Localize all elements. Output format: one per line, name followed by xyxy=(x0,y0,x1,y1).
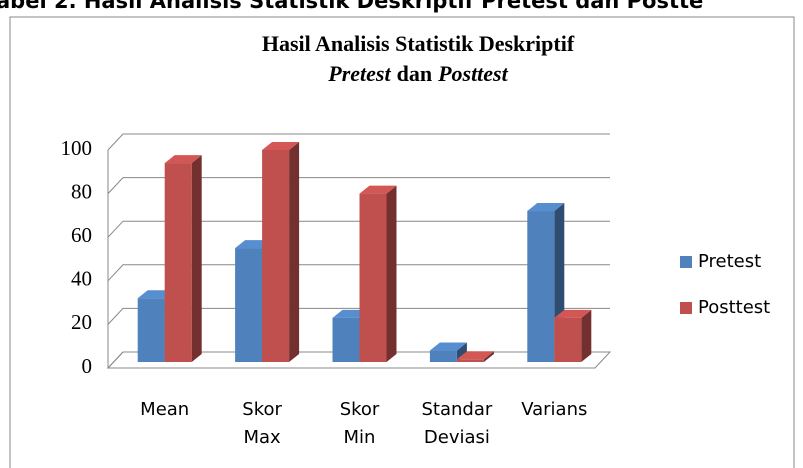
legend-label: Posttest xyxy=(698,297,770,318)
bar-top xyxy=(262,142,300,150)
bar xyxy=(137,298,165,362)
bar-side xyxy=(191,155,202,362)
bar-top xyxy=(527,203,565,212)
subtitle-part: Posttest xyxy=(437,61,509,86)
x-tick-label: Varians xyxy=(521,399,587,420)
bar xyxy=(235,248,263,362)
y-tick-label: 40 xyxy=(71,267,92,291)
chart-border xyxy=(9,16,795,468)
grid-line xyxy=(107,264,610,282)
bar-side xyxy=(456,342,467,362)
bar-side xyxy=(386,185,397,362)
legend-swatch xyxy=(680,256,692,268)
grid-line xyxy=(107,220,610,238)
bar-side xyxy=(289,142,300,362)
y-tick-label: 20 xyxy=(71,310,92,334)
bar xyxy=(527,211,555,362)
bar xyxy=(164,163,192,362)
bar-side xyxy=(581,309,592,362)
grid-line xyxy=(107,307,610,325)
bar xyxy=(262,150,290,362)
bar xyxy=(429,350,457,362)
x-tick-label: Skor xyxy=(340,399,380,420)
bar-top xyxy=(359,185,397,194)
caption: abel 2. Hasil Analisis Statistik Deskrip… xyxy=(0,0,703,13)
subtitle-part: Pretest xyxy=(327,61,391,86)
legend-swatch xyxy=(680,302,692,314)
bar-top xyxy=(554,309,592,318)
bar-top xyxy=(429,342,467,351)
chart-title: Hasil Analisis Statistik Deskriptif xyxy=(262,31,575,56)
x-tick-label: Standar xyxy=(422,399,493,420)
bar xyxy=(554,317,582,362)
y-tick-label: 100 xyxy=(61,136,93,160)
x-tick-label: Max xyxy=(243,427,281,448)
bar xyxy=(456,359,484,362)
x-tick-label: Skor xyxy=(242,399,282,420)
bar xyxy=(359,193,387,362)
grid-line xyxy=(107,133,610,151)
bar-top xyxy=(456,351,494,360)
y-tick-label: 60 xyxy=(71,223,92,247)
bar xyxy=(332,317,360,362)
x-tick-label: Deviasi xyxy=(424,427,490,448)
x-tick-label: Min xyxy=(344,427,376,448)
x-tick-label: Mean xyxy=(140,399,189,420)
bar-top xyxy=(164,155,202,164)
legend-label: Pretest xyxy=(698,251,761,272)
subtitle-part: dan xyxy=(397,61,432,86)
bar-side xyxy=(483,351,494,362)
y-tick-label: 0 xyxy=(82,354,93,378)
y-tick-label: 80 xyxy=(71,179,92,203)
grid-line xyxy=(107,177,610,194)
chart-subtitle: Pretest dan Posttest xyxy=(327,61,508,86)
